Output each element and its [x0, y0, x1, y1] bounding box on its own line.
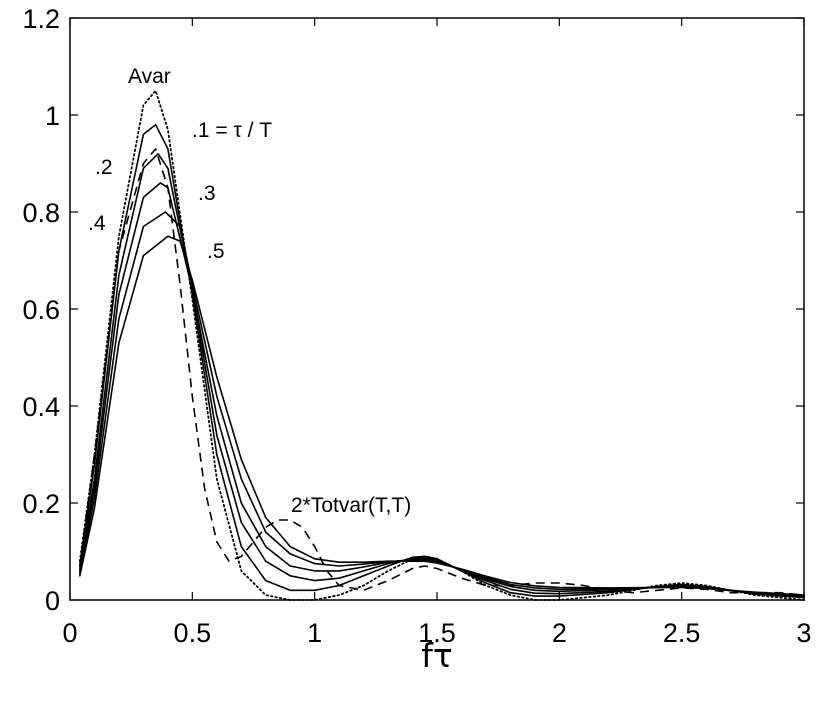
series-layer [78, 89, 805, 601]
plot-frame [69, 17, 805, 601]
x-tick-label: 0 [62, 618, 77, 648]
y-tick-label: 0.2 [22, 489, 60, 519]
series-solid-2 [79, 153, 805, 598]
x-tick-label: 2 [552, 618, 567, 648]
annotation-totvar: 2*Totvar(T,T) [291, 494, 411, 517]
series-solid-5 [79, 235, 805, 596]
annotation-ratio: .1 = τ / T [192, 119, 272, 142]
series-solid-3 [79, 182, 805, 597]
x-tick-label: 1.5 [418, 618, 456, 648]
y-tick-label: 0.4 [22, 392, 60, 422]
y-tick-label: 0.6 [22, 295, 60, 325]
tick-labels-layer: 0 0.5 1 1.5 2 2.5 3 0 0.2 0.4 0.6 0.8 1 1.2 [22, 4, 811, 648]
y-tick-label: 0.8 [22, 198, 60, 228]
y-tick-label: 1 [45, 101, 60, 131]
annotation-r4: .4 [88, 212, 106, 235]
series-dashed-6 [79, 148, 805, 596]
series-solid-1 [79, 123, 805, 599]
ticks-layer [69, 17, 805, 601]
annotation-r5: .5 [207, 240, 225, 263]
annotation-r3: .3 [198, 182, 216, 205]
annotation-avar: Avar [128, 65, 171, 88]
series-dotted-0 [78, 89, 805, 601]
y-tick-label: 0 [45, 586, 60, 616]
y-tick-label: 1.2 [22, 4, 60, 34]
x-tick-label: 2.5 [663, 618, 701, 648]
x-tick-label: 1 [307, 618, 322, 648]
annotation-r2: .2 [95, 156, 113, 179]
x-tick-label: 0.5 [174, 618, 212, 648]
x-tick-label: 3 [796, 618, 811, 648]
x-axis-label: fτ [421, 636, 453, 675]
